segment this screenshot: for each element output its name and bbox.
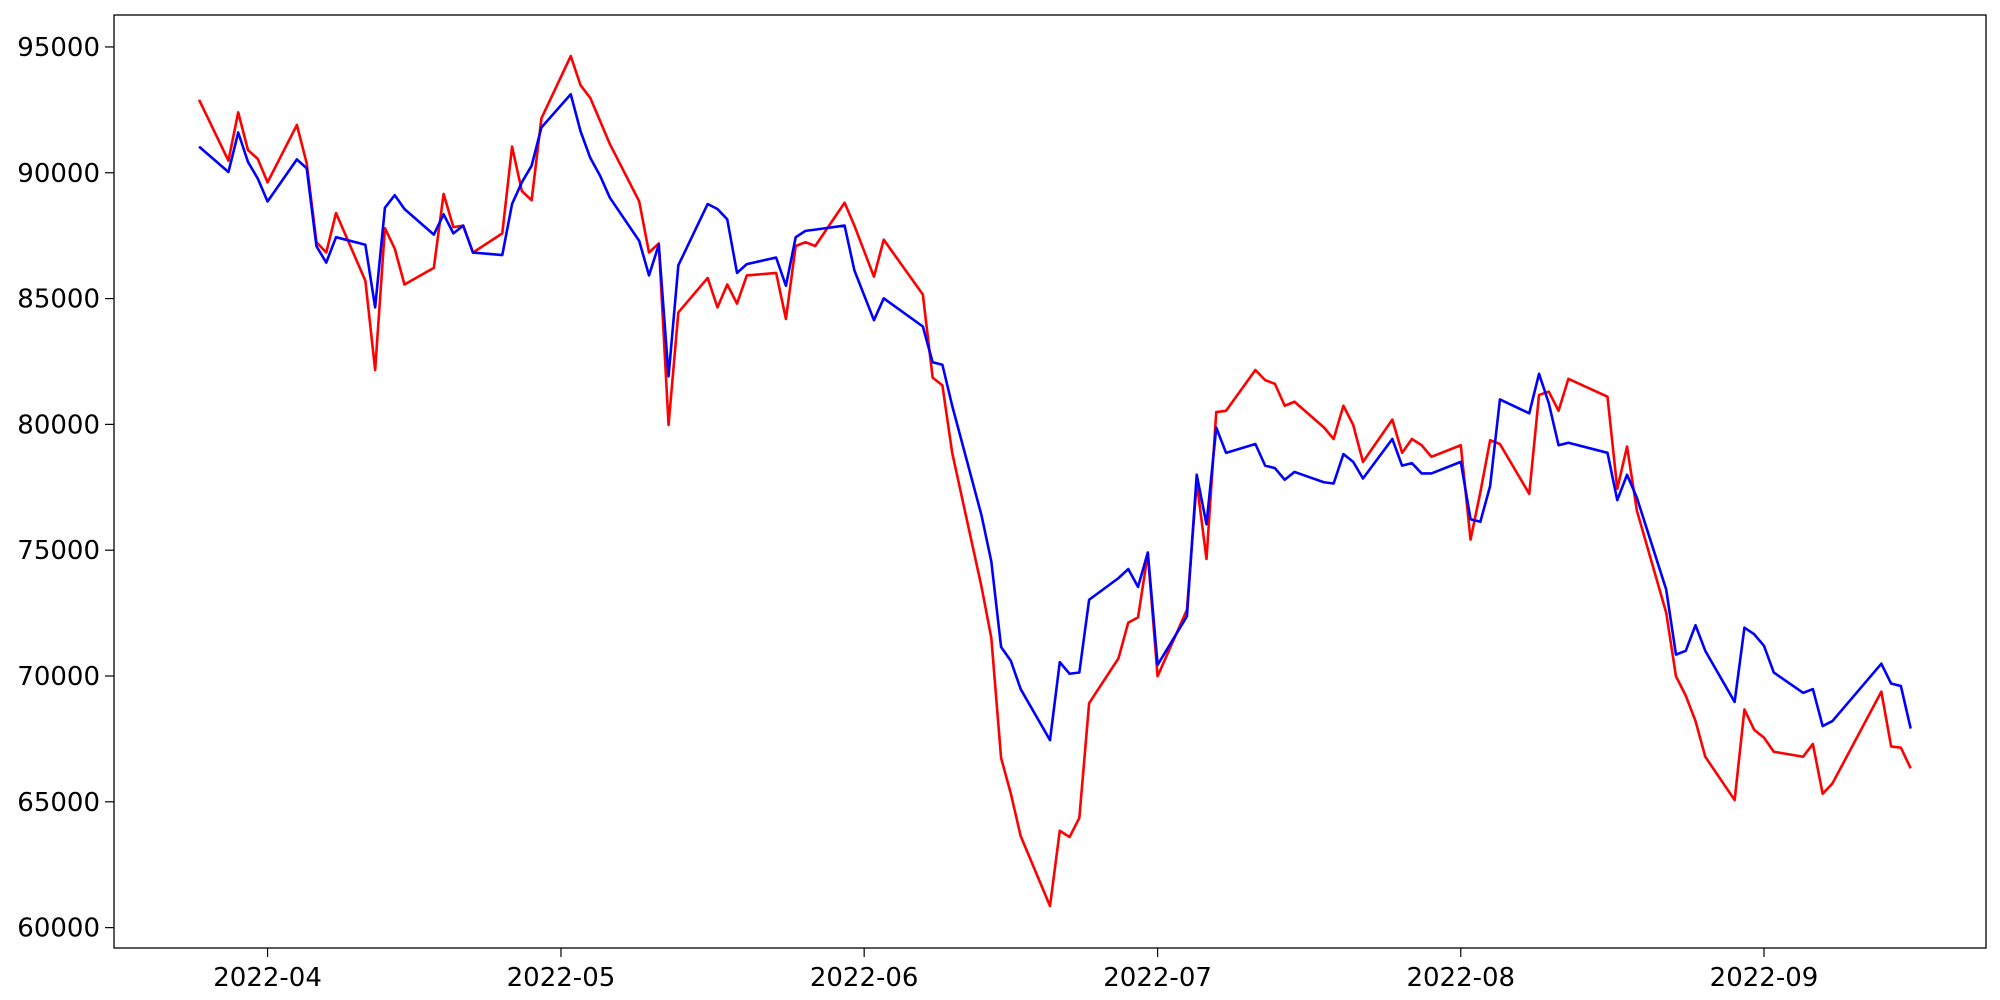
x-tick-label: 2022-06 xyxy=(810,963,919,993)
y-tick-label: 95000 xyxy=(17,33,100,63)
y-tick-label: 60000 xyxy=(17,914,100,944)
x-tick-label: 2022-05 xyxy=(507,963,616,993)
y-tick-label: 80000 xyxy=(17,410,100,440)
y-tick-label: 70000 xyxy=(17,662,100,692)
plot-frame xyxy=(113,14,1987,949)
y-tick-label: 65000 xyxy=(17,788,100,818)
y-tick-label: 85000 xyxy=(17,285,100,315)
y-tick-label: 75000 xyxy=(17,536,100,566)
x-tick-label: 2022-04 xyxy=(213,963,322,993)
plot-area xyxy=(197,54,1912,908)
x-tick-label: 2022-07 xyxy=(1103,963,1212,993)
series-line xyxy=(198,92,1912,742)
x-tick-label: 2022-09 xyxy=(1710,963,1819,993)
y-tick-label: 90000 xyxy=(17,159,100,189)
x-tick-label: 2022-08 xyxy=(1406,963,1515,993)
